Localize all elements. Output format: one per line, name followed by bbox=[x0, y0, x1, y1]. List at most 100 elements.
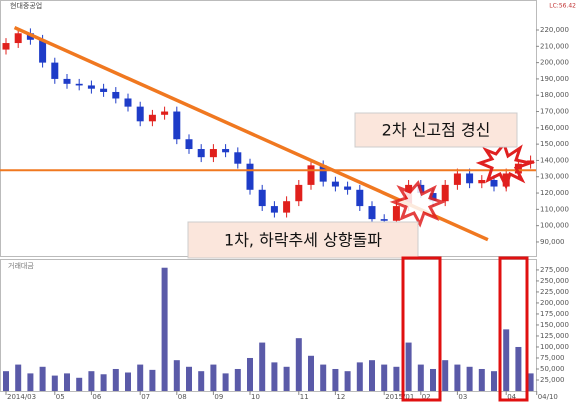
candle-body bbox=[392, 206, 400, 221]
volume-bar bbox=[247, 357, 253, 391]
y-tick-label: 150,000 bbox=[540, 140, 569, 148]
volume-bar bbox=[198, 371, 205, 391]
y2-tick-label: 125,000 bbox=[540, 332, 569, 340]
volume-bar bbox=[430, 368, 436, 391]
volume-bar bbox=[320, 364, 327, 391]
candle-body bbox=[51, 62, 59, 79]
volume-bar bbox=[76, 377, 83, 391]
volume-bar bbox=[137, 364, 144, 391]
volume-bar bbox=[295, 338, 302, 391]
starburst bbox=[389, 180, 447, 228]
candle-body bbox=[136, 106, 144, 122]
candle-body bbox=[283, 201, 291, 213]
volume-bar bbox=[491, 371, 497, 391]
highlight-box bbox=[498, 256, 529, 402]
volume-bar bbox=[442, 360, 449, 391]
candle-body bbox=[331, 181, 339, 187]
volume-bar bbox=[112, 368, 119, 391]
volume-bar bbox=[503, 329, 510, 391]
x-tick-label: 04/10 bbox=[538, 393, 558, 401]
volume-bar bbox=[210, 364, 217, 391]
volume-bar bbox=[64, 373, 70, 391]
y-tick-label: 220,000 bbox=[540, 26, 569, 34]
candle-body bbox=[258, 189, 266, 207]
candle-body bbox=[270, 206, 278, 213]
candle-body bbox=[87, 85, 95, 89]
annotation-box bbox=[187, 221, 419, 259]
y-tick-label: 140,000 bbox=[540, 156, 569, 164]
volume-bar bbox=[173, 360, 180, 391]
volume-bar bbox=[344, 371, 351, 391]
candle-body bbox=[307, 165, 315, 185]
candle-body bbox=[441, 184, 449, 202]
volume-bar bbox=[125, 372, 131, 391]
volume-bar bbox=[478, 368, 485, 391]
volume-bar bbox=[466, 366, 473, 391]
y2-tick-label: 175,000 bbox=[540, 310, 569, 318]
x-tick-label: 12 bbox=[336, 393, 345, 401]
candle-body bbox=[148, 114, 156, 122]
candle-body bbox=[246, 163, 254, 190]
volume-panel bbox=[0, 259, 537, 392]
x-tick-label: 05 bbox=[56, 393, 65, 401]
candle-body bbox=[453, 173, 461, 185]
candle-body bbox=[319, 165, 327, 182]
y2-tick-label: 75,000 bbox=[540, 354, 565, 362]
starburst bbox=[475, 140, 536, 190]
volume-bar bbox=[417, 364, 424, 391]
x-tick-label: 03 bbox=[458, 393, 467, 401]
volume-bar bbox=[186, 366, 192, 391]
candle-body bbox=[161, 111, 169, 115]
x-tick-label: 10 bbox=[251, 393, 260, 401]
volume-bar bbox=[405, 342, 412, 391]
volume-bar bbox=[3, 371, 9, 391]
volume-bar bbox=[381, 364, 388, 391]
candle-body bbox=[100, 88, 108, 92]
y-tick-label: 160,000 bbox=[540, 124, 569, 132]
candle-body bbox=[173, 111, 181, 140]
candle-body bbox=[75, 83, 83, 86]
volume-bar bbox=[515, 346, 522, 391]
annotation-box bbox=[354, 112, 518, 148]
y-tick-label: 180,000 bbox=[540, 91, 569, 99]
candle-body bbox=[14, 33, 22, 44]
x-tick-label: 2014/03 bbox=[7, 393, 36, 401]
volume-bar bbox=[100, 374, 107, 391]
y-tick-label: 110,000 bbox=[540, 205, 569, 213]
candle-body bbox=[429, 193, 437, 202]
volume-title: 거래대금 bbox=[8, 261, 34, 270]
annotation: 2차 신고점 경신 bbox=[382, 121, 491, 140]
highlight-box bbox=[401, 256, 442, 402]
volume-bar bbox=[51, 375, 58, 391]
chart-title: 현대중공업 bbox=[10, 2, 42, 10]
x-tick-label: 04 bbox=[507, 393, 516, 401]
volume-bar bbox=[234, 368, 241, 391]
volume-bar bbox=[149, 369, 156, 391]
y2-tick-label: 150,000 bbox=[540, 321, 569, 329]
volume-bar bbox=[283, 366, 290, 391]
candle-body bbox=[356, 189, 364, 207]
y-tick-label: 170,000 bbox=[540, 108, 569, 116]
candle-body bbox=[112, 91, 120, 99]
volume-bar bbox=[454, 364, 461, 391]
y2-tick-label: 225,000 bbox=[540, 288, 569, 296]
y-tick-label: 90,000 bbox=[540, 238, 565, 246]
volume-bar bbox=[356, 362, 363, 391]
volume-bar bbox=[308, 355, 314, 391]
y-tick-label: 100,000 bbox=[540, 222, 569, 230]
y2-tick-label: 200,000 bbox=[540, 299, 569, 307]
candle-body bbox=[295, 184, 303, 202]
volume-bar bbox=[15, 364, 22, 391]
volume-bar bbox=[39, 366, 46, 391]
candle-body bbox=[209, 149, 217, 158]
y-tick-label: 190,000 bbox=[540, 75, 569, 83]
candle-body bbox=[39, 39, 47, 63]
volume-bar bbox=[271, 362, 278, 391]
volume-bar bbox=[222, 373, 229, 391]
y2-tick-label: 275,000 bbox=[540, 266, 569, 274]
candle-body bbox=[368, 206, 376, 220]
y-tick-label: 120,000 bbox=[540, 189, 569, 197]
candle-body bbox=[344, 186, 352, 190]
y-tick-label: 200,000 bbox=[540, 59, 569, 67]
